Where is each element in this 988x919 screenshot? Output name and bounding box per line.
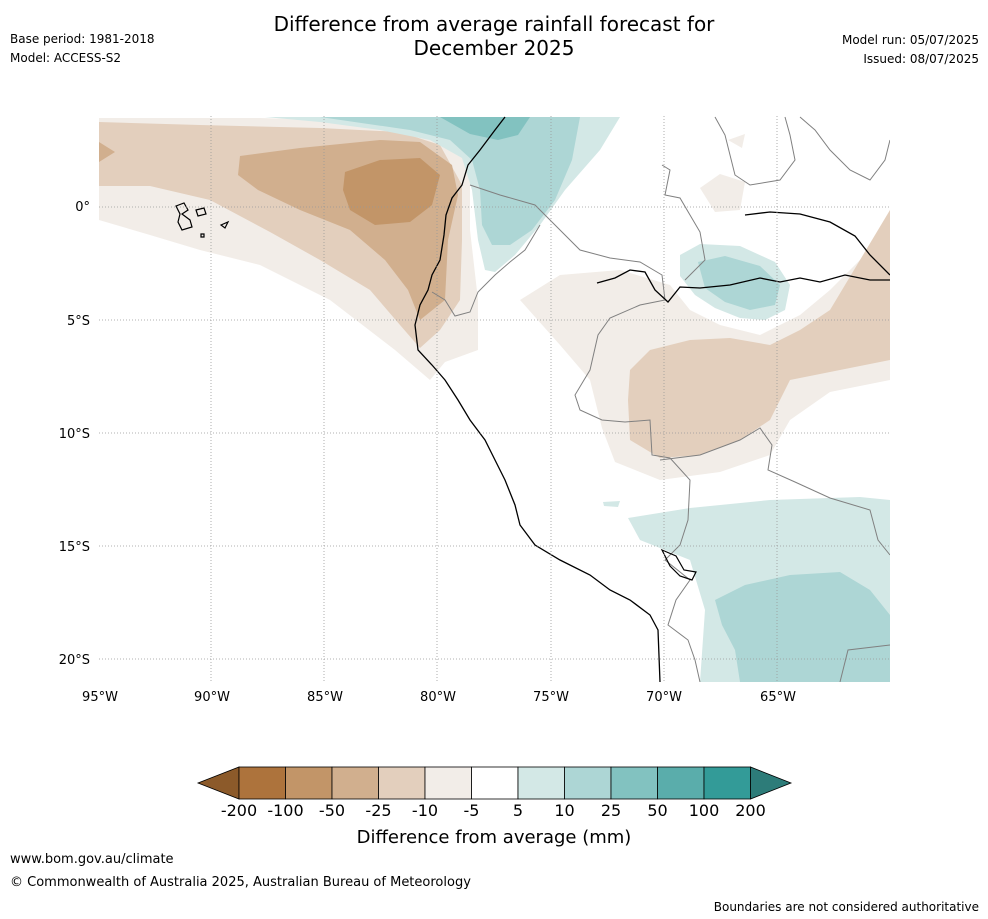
colorbar-bin	[564, 766, 612, 800]
island-san-cristobal	[219, 220, 230, 229]
coastlines	[414, 116, 890, 682]
rio-negro	[744, 211, 890, 276]
colorbar-bin	[378, 766, 426, 800]
wet-5-fleck-south	[603, 501, 620, 507]
colorbar-tick-labels: -200 -100 -50 -25 -10 -5 5 10 25 50 100 …	[221, 801, 766, 820]
wet-10-region-south	[715, 572, 890, 682]
border-colombia-ecuador	[469, 184, 666, 301]
lat-label: 5°S	[67, 314, 90, 329]
copyright-text: © Commonwealth of Australia 2025, Austra…	[10, 875, 471, 890]
lat-label: 15°S	[59, 540, 90, 555]
lake-titicaca-outline	[660, 548, 697, 581]
colorbar-extend-low	[196, 766, 240, 800]
colorbar-extend-high	[750, 766, 793, 800]
map-field	[99, 116, 890, 682]
coast-pacific	[414, 116, 661, 682]
longitude-labels: 95°W 90°W 85°W 80°W 75°W 70°W 65°W	[82, 690, 796, 705]
dry-25-fleck-west	[99, 142, 115, 162]
colorbar-tick: 25	[601, 801, 621, 820]
amazon-river	[596, 269, 890, 303]
lon-label: 85°W	[307, 690, 343, 705]
colorbar-tick: 50	[647, 801, 667, 820]
lat-label: 10°S	[59, 427, 90, 442]
country-borders	[431, 116, 890, 682]
gridlines	[99, 116, 890, 682]
border-bolivia-paraguay	[839, 644, 890, 682]
website-link[interactable]: www.bom.gov.au/climate	[10, 852, 174, 867]
dry-50-region-west	[343, 158, 440, 225]
lon-label: 95°W	[82, 690, 118, 705]
border-guyana-suriname	[799, 116, 890, 181]
latitude-labels: 0° 5°S 10°S 15°S 20°S	[59, 200, 90, 668]
model-run: Model run: 05/07/2025	[841, 33, 979, 47]
colorbar-tick: -100	[267, 801, 303, 820]
colorbar-bin	[471, 766, 519, 800]
colorbar-tick: -10	[412, 801, 438, 820]
colorbar-tick: 100	[689, 801, 720, 820]
dry-5-fleck-northeast	[700, 174, 745, 212]
base-period: Base period: 1981-2018	[10, 32, 155, 46]
dry-10-region-central	[628, 210, 890, 458]
colorbar-tick: 200	[735, 801, 766, 820]
colorbar-tick: 5	[513, 801, 523, 820]
colorbar-tick: 10	[554, 801, 574, 820]
colorbar-bin	[703, 766, 751, 800]
colorbar-tick: -25	[365, 801, 391, 820]
border-ecuador-peru	[431, 224, 541, 317]
colorbar-tick: -50	[319, 801, 345, 820]
colorbar-bin	[610, 766, 658, 800]
colorbar-bin	[517, 766, 565, 800]
island-santa-cruz	[195, 207, 207, 217]
island-isabela	[175, 202, 193, 231]
title-line-1: Difference from average rainfall forecas…	[273, 12, 715, 36]
wet-10-region-north	[320, 117, 580, 245]
lat-label: 20°S	[59, 653, 90, 668]
colorbar-bin	[657, 766, 705, 800]
model-name: Model: ACCESS-S2	[10, 51, 122, 65]
boundaries-disclaimer: Boundaries are not considered authoritat…	[713, 900, 979, 914]
border-peru-brazil	[574, 299, 691, 561]
lake-titicaca	[660, 548, 697, 581]
colorbar	[196, 766, 793, 800]
issued-date: Issued: 08/07/2025	[863, 52, 979, 66]
colorbar-tick: -5	[464, 801, 480, 820]
colorbar-bin	[331, 766, 379, 800]
colorbar-bin	[285, 766, 333, 800]
border-venezuela-guyana	[714, 116, 796, 186]
lon-label: 90°W	[194, 690, 230, 705]
lon-label: 70°W	[646, 690, 682, 705]
title-line-2: December 2025	[413, 36, 575, 60]
colorbar-label: Difference from average (mm)	[357, 827, 632, 848]
border-brazil-bolivia	[659, 427, 890, 556]
border-colombia-venezuela	[661, 164, 706, 281]
border-peru-bolivia-chile	[664, 559, 701, 682]
colorbar-tick: -200	[221, 801, 257, 820]
lon-label: 75°W	[533, 690, 569, 705]
galapagos-islands	[175, 202, 230, 238]
colorbar-bin	[238, 766, 286, 800]
lat-label: 0°	[75, 200, 90, 215]
dry-5-fleck-far-northeast	[728, 134, 745, 148]
island-small	[200, 233, 205, 238]
colorbar-bin	[424, 766, 472, 800]
lon-label: 80°W	[420, 690, 456, 705]
wet-25-region-north	[440, 117, 530, 140]
lon-label: 65°W	[760, 690, 796, 705]
page-title: Difference from average rainfall forecas…	[0, 12, 988, 60]
